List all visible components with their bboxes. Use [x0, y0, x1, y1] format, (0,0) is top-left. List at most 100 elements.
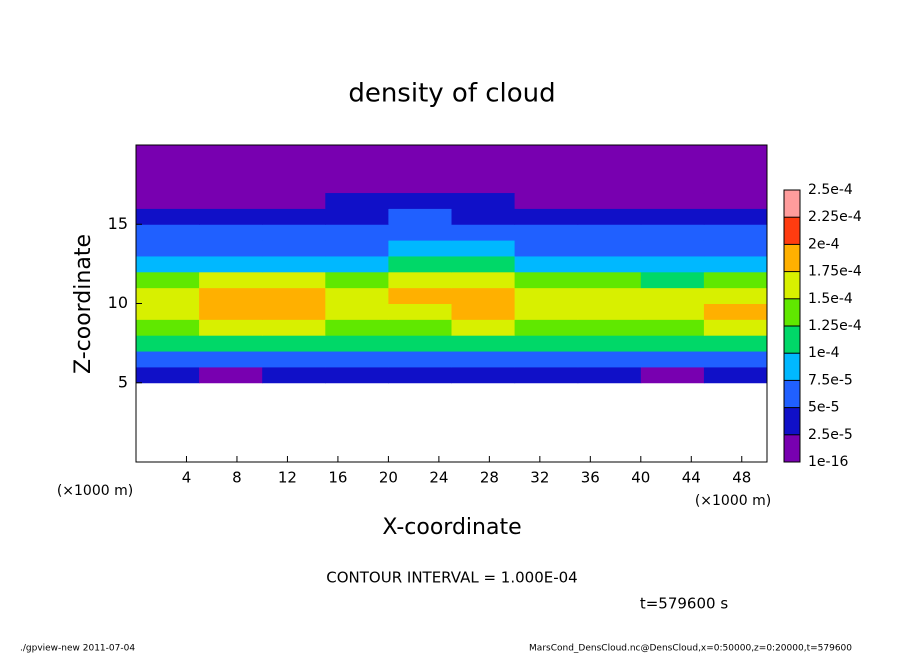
cell: [703, 271, 768, 289]
cell: [136, 176, 200, 194]
cell: [262, 319, 326, 336]
cell: [136, 303, 200, 320]
cell: [136, 287, 200, 304]
cell: [136, 160, 200, 178]
cell: [514, 351, 579, 368]
x-tick-label: 16: [328, 469, 347, 487]
cell: [262, 208, 326, 225]
cell: [703, 351, 768, 368]
axes: 4 8 12 16 20 24 28 32 36 40 44 48510151e-162.5e-55e…: [108, 144, 862, 487]
cell: [577, 224, 642, 241]
cell: [514, 176, 579, 194]
cell: [262, 366, 326, 384]
cell: [199, 160, 263, 178]
cell: [514, 335, 579, 352]
cell: [640, 271, 705, 289]
cell: [703, 176, 768, 194]
cell: [388, 351, 452, 368]
cell: [199, 319, 263, 336]
colorbar-band: [784, 298, 800, 326]
cell: [703, 240, 768, 257]
cell: [325, 287, 389, 304]
cell: [262, 192, 326, 209]
cell: [136, 335, 200, 352]
heatmap: [136, 145, 768, 384]
x-tick-label: 32: [530, 469, 549, 487]
x-tick-label: 28: [480, 469, 499, 487]
cell: [325, 145, 389, 162]
cell: [640, 335, 705, 352]
cell: [640, 319, 705, 336]
cell: [703, 145, 768, 162]
x-tick-label: 40: [631, 469, 650, 487]
x-tick-label: 4: [182, 469, 192, 487]
cell: [577, 255, 642, 273]
cell: [199, 287, 263, 304]
cell: [703, 208, 768, 225]
cell: [388, 145, 452, 162]
cell: [577, 271, 642, 289]
cell: [262, 255, 326, 273]
cell: [136, 319, 200, 336]
cell: [451, 160, 516, 178]
cell: [199, 271, 263, 289]
cell: [514, 145, 579, 162]
cell: [514, 160, 579, 178]
cell: [451, 366, 516, 384]
cell: [325, 319, 389, 336]
cell: [325, 351, 389, 368]
chart-title: density of cloud: [348, 79, 555, 109]
cell: [262, 145, 326, 162]
cell: [262, 271, 326, 289]
y-unit: (×1000 m): [57, 483, 133, 499]
cell: [577, 240, 642, 257]
x-tick-label: 36: [581, 469, 600, 487]
x-tick-label: 44: [682, 469, 701, 487]
cell: [199, 145, 263, 162]
cell: [262, 176, 326, 194]
colorbar-band: [784, 380, 800, 408]
footer-left: ./gpview-new 2011-07-04: [20, 644, 135, 654]
cell: [199, 208, 263, 225]
cell: [514, 240, 579, 257]
cell: [199, 176, 263, 194]
cell: [451, 255, 516, 273]
colorbar-band: [784, 190, 800, 218]
cell: [451, 240, 516, 257]
x-tick-label: 24: [429, 469, 448, 487]
colorbar-label: 1.5e-4: [808, 291, 853, 307]
x-unit: (×1000 m): [695, 493, 771, 509]
cell: [199, 192, 263, 209]
cell: [199, 351, 263, 368]
cell: [451, 319, 516, 336]
cell: [199, 255, 263, 273]
colorbar-label: 5e-5: [808, 400, 839, 416]
cell: [640, 303, 705, 320]
cell: [388, 335, 452, 352]
cell: [199, 240, 263, 257]
colorbar-band: [784, 326, 800, 354]
cell: [640, 192, 705, 209]
cell: [577, 208, 642, 225]
cell: [262, 303, 326, 320]
cell: [577, 335, 642, 352]
cell: [325, 366, 389, 384]
footer-right: MarsCond_DensCloud.nc@DensCloud,x=0:5000…: [529, 644, 852, 654]
cell: [514, 287, 579, 304]
cell: [514, 255, 579, 273]
cell: [640, 351, 705, 368]
cell: [136, 271, 200, 289]
cell: [451, 192, 516, 209]
cell: [388, 160, 452, 178]
x-tick-label: 8: [232, 469, 242, 487]
cell: [451, 145, 516, 162]
cell: [640, 287, 705, 304]
cell: [703, 303, 768, 320]
colorbar-label: 1e-16: [808, 454, 848, 470]
cell: [199, 366, 263, 384]
cell: [325, 255, 389, 273]
cell: [640, 145, 705, 162]
cell: [514, 303, 579, 320]
cell: [451, 224, 516, 241]
